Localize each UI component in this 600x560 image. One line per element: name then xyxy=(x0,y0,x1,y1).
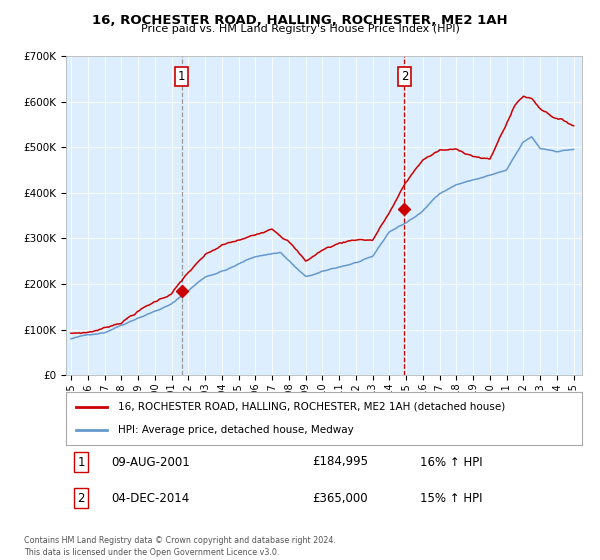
Text: 2: 2 xyxy=(401,70,408,83)
Text: 15% ↑ HPI: 15% ↑ HPI xyxy=(420,492,482,505)
Text: Contains HM Land Registry data © Crown copyright and database right 2024.
This d: Contains HM Land Registry data © Crown c… xyxy=(24,536,336,557)
Text: 2: 2 xyxy=(77,492,85,505)
Text: 16, ROCHESTER ROAD, HALLING, ROCHESTER, ME2 1AH: 16, ROCHESTER ROAD, HALLING, ROCHESTER, … xyxy=(92,14,508,27)
Text: £365,000: £365,000 xyxy=(312,492,368,505)
Text: 04-DEC-2014: 04-DEC-2014 xyxy=(111,492,189,505)
Text: Price paid vs. HM Land Registry's House Price Index (HPI): Price paid vs. HM Land Registry's House … xyxy=(140,24,460,34)
Text: 16% ↑ HPI: 16% ↑ HPI xyxy=(420,455,482,469)
Text: 1: 1 xyxy=(178,70,185,83)
Text: 09-AUG-2001: 09-AUG-2001 xyxy=(111,455,190,469)
Text: 16, ROCHESTER ROAD, HALLING, ROCHESTER, ME2 1AH (detached house): 16, ROCHESTER ROAD, HALLING, ROCHESTER, … xyxy=(118,402,505,412)
Text: 1: 1 xyxy=(77,455,85,469)
Text: HPI: Average price, detached house, Medway: HPI: Average price, detached house, Medw… xyxy=(118,425,353,435)
Text: £184,995: £184,995 xyxy=(312,455,368,469)
